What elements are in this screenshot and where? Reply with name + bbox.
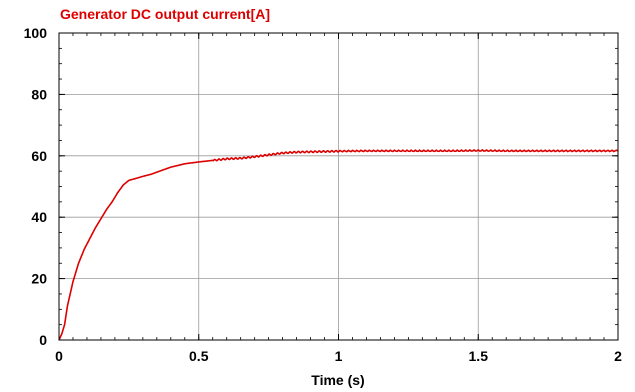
x-tick-label-0: 0 xyxy=(55,348,63,364)
x-tick-labels: 0 0.5 1 1.5 2 xyxy=(55,348,622,364)
axis xyxy=(58,32,619,341)
y-tick-label-3: 60 xyxy=(31,148,47,164)
series-line-0 xyxy=(58,149,619,341)
y-tick-label-5: 100 xyxy=(24,25,48,41)
y-tick-labels: 0 20 40 60 80 100 xyxy=(24,25,48,348)
x-tick-label-3: 1.5 xyxy=(469,348,489,364)
x-axis-label: Time (s) xyxy=(311,372,364,388)
y-tick-label-0: 0 xyxy=(39,332,47,348)
series-layer xyxy=(58,149,619,341)
y-tick-label-1: 20 xyxy=(31,271,47,287)
x-tick-label-1: 0.5 xyxy=(189,348,209,364)
y-tick-label-4: 80 xyxy=(31,86,47,102)
chart-title: Generator DC output current[A] xyxy=(60,6,270,22)
x-tick-label-4: 2 xyxy=(614,348,622,364)
grid xyxy=(59,33,618,340)
x-tick-label-2: 1 xyxy=(335,348,343,364)
y-tick-label-2: 40 xyxy=(31,209,47,225)
